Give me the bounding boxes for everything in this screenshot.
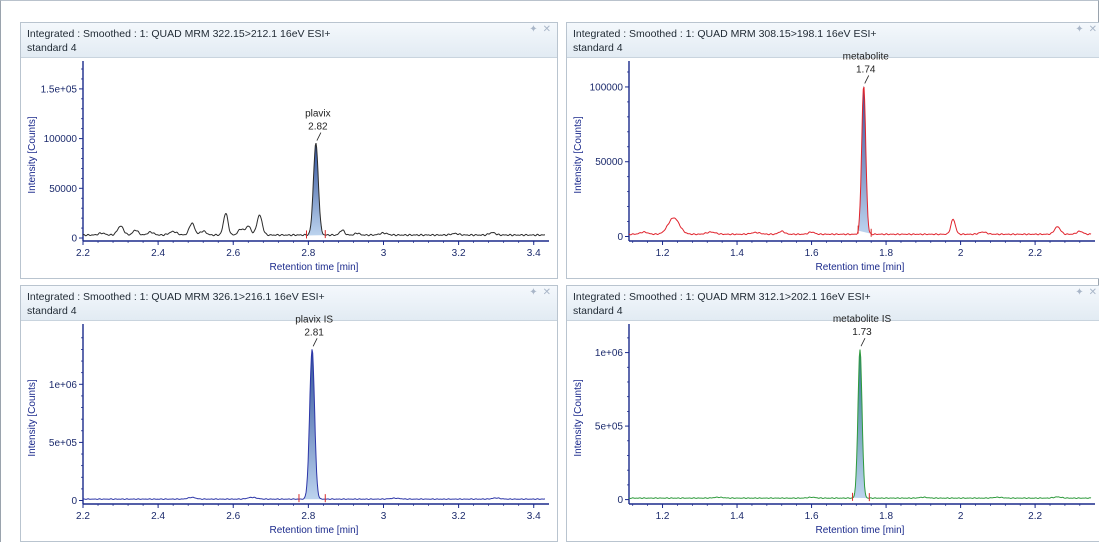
x-axis-label: Retention time [min] <box>270 262 359 273</box>
y-tick-label: 1e+06 <box>49 380 78 391</box>
close-icon[interactable]: ✕ <box>542 287 551 298</box>
sample-name: standard 4 <box>573 305 623 317</box>
y-tick-label: 0 <box>71 234 77 245</box>
y-tick-label: 50000 <box>595 157 623 168</box>
sample-name: standard 4 <box>573 42 623 54</box>
x-tick-label: 3 <box>381 511 387 522</box>
pane-title: Integrated : Smoothed : 1: QUAD MRM 308.… <box>573 28 877 40</box>
x-tick-label: 2.2 <box>76 248 90 259</box>
chromatogram-chart: 0 50000 100000 1.5e+05 2.2 2.4 2.6 2.8 3 3.2 3.4 Re… <box>27 61 549 273</box>
x-tick-label: 2 <box>958 248 964 259</box>
pin-icon[interactable]: ✦ <box>1075 287 1084 298</box>
chromatogram-trace <box>628 86 1092 236</box>
pin-icon[interactable]: ✦ <box>1075 24 1084 35</box>
x-tick-label: 3.2 <box>452 511 466 522</box>
y-tick-label: 50000 <box>49 184 77 195</box>
y-tick-label: 5e+05 <box>595 422 624 433</box>
close-icon[interactable]: ✕ <box>1088 287 1097 298</box>
y-axis-label: Intensity [Counts] <box>27 379 38 456</box>
x-axis-label: Retention time [min] <box>816 262 905 273</box>
close-icon[interactable]: ✕ <box>542 24 551 35</box>
pane-header: Integrated : Smoothed : 1: QUAD MRM 308.… <box>567 23 1099 58</box>
x-tick-label: 1.2 <box>656 248 670 259</box>
chromatogram-pane-plavix-is[interactable]: Integrated : Smoothed : 1: QUAD MRM 326.… <box>20 285 558 542</box>
x-tick-label: 1.6 <box>805 248 819 259</box>
x-tick-label: 3.2 <box>452 248 466 259</box>
x-tick-label: 2.2 <box>1028 511 1042 522</box>
pane-header: Integrated : Smoothed : 1: QUAD MRM 312.… <box>567 286 1099 321</box>
x-tick-label: 2.4 <box>151 248 165 259</box>
annotation-leader <box>316 132 322 141</box>
y-tick-label: 1e+06 <box>595 348 624 359</box>
x-tick-label: 3 <box>381 248 387 259</box>
chromatogram-trace <box>628 349 1092 500</box>
x-axis-label: Retention time [min] <box>816 525 905 536</box>
x-tick-label: 2.8 <box>301 511 315 522</box>
chromatogram-pane-metabolite-is[interactable]: Integrated : Smoothed : 1: QUAD MRM 312.… <box>566 285 1099 542</box>
y-tick-label: 0 <box>71 496 77 507</box>
y-tick-label: 5e+05 <box>49 438 78 449</box>
x-tick-label: 2.6 <box>226 511 240 522</box>
y-tick-label: 100000 <box>590 82 624 93</box>
peak-name-label: metabolite <box>843 51 890 62</box>
annotation-leader <box>312 338 318 347</box>
sample-name: standard 4 <box>27 305 77 317</box>
integrated-peak-area <box>858 85 872 234</box>
x-axis-label: Retention time [min] <box>270 525 359 536</box>
peak-time-label: 1.74 <box>856 64 876 75</box>
x-tick-label: 2.8 <box>301 248 315 259</box>
x-tick-label: 3.4 <box>527 248 541 259</box>
y-tick-label: 100000 <box>44 134 78 145</box>
x-tick-label: 3.4 <box>527 511 541 522</box>
peak-time-label: 1.73 <box>852 327 872 338</box>
peak-time-label: 2.81 <box>304 327 324 338</box>
x-tick-label: 1.6 <box>805 511 819 522</box>
close-icon[interactable]: ✕ <box>1088 24 1097 35</box>
y-tick-label: 1.5e+05 <box>41 84 78 95</box>
chromatogram-trace <box>82 349 545 501</box>
x-tick-label: 2.2 <box>76 511 90 522</box>
peak-name-label: metabolite IS <box>833 314 892 325</box>
chromatogram-pane-plavix[interactable]: Integrated : Smoothed : 1: QUAD MRM 322.… <box>20 22 558 279</box>
x-tick-label: 2.2 <box>1028 248 1042 259</box>
chromatogram-chart: 0 5e+05 1e+06 2.2 2.4 2.6 2.8 3 3.2 3.4 Retention … <box>27 314 549 536</box>
pane-header: Integrated : Smoothed : 1: QUAD MRM 322.… <box>21 23 557 58</box>
x-tick-label: 1.2 <box>656 511 670 522</box>
pane-title: Integrated : Smoothed : 1: QUAD MRM 326.… <box>27 291 325 303</box>
y-axis-label: Intensity [Counts] <box>27 116 38 193</box>
pin-icon[interactable]: ✦ <box>529 287 538 298</box>
chromatogram-trace <box>82 142 545 237</box>
pane-title: Integrated : Smoothed : 1: QUAD MRM 312.… <box>573 291 871 303</box>
y-tick-label: 0 <box>617 495 623 506</box>
peak-time-label: 2.82 <box>308 122 328 133</box>
x-tick-label: 1.4 <box>730 248 744 259</box>
y-tick-label: 0 <box>617 232 623 243</box>
chromatogram-chart: 0 50000 100000 1.2 1.4 1.6 1.8 2 2.2 Retention ti… <box>573 51 1095 273</box>
pane-header: Integrated : Smoothed : 1: QUAD MRM 326.… <box>21 286 557 321</box>
x-tick-label: 1.4 <box>730 511 744 522</box>
x-tick-label: 1.8 <box>879 248 893 259</box>
x-tick-label: 1.8 <box>879 511 893 522</box>
chromatogram-chart: 0 5e+05 1e+06 1.2 1.4 1.6 1.8 2 2.2 Retention tim… <box>573 314 1095 536</box>
integrated-peak-area <box>306 143 326 236</box>
chromatogram-pane-metabolite[interactable]: Integrated : Smoothed : 1: QUAD MRM 308.… <box>566 22 1099 279</box>
pin-icon[interactable]: ✦ <box>529 24 538 35</box>
x-tick-label: 2 <box>958 511 964 522</box>
x-tick-label: 2.4 <box>151 511 165 522</box>
pane-title: Integrated : Smoothed : 1: QUAD MRM 322.… <box>27 28 331 40</box>
peak-name-label: plavix IS <box>295 314 333 325</box>
y-axis-label: Intensity [Counts] <box>573 379 584 456</box>
integrated-peak-area <box>299 349 326 500</box>
peak-name-label: plavix <box>305 109 331 120</box>
y-axis-label: Intensity [Counts] <box>573 116 584 193</box>
annotation-leader <box>864 75 870 84</box>
annotation-leader <box>860 337 866 347</box>
sample-name: standard 4 <box>27 42 77 54</box>
x-tick-label: 2.6 <box>226 248 240 259</box>
